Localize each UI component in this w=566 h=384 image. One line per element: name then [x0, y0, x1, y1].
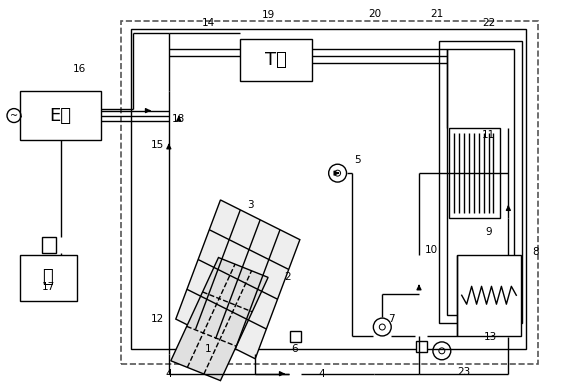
Bar	[241, 39, 312, 81]
Bar	[290, 331, 301, 342]
Text: T控: T控	[265, 51, 287, 69]
Text: 10: 10	[424, 245, 438, 255]
Text: 21: 21	[430, 9, 444, 19]
Text: ~: ~	[10, 111, 18, 121]
Text: 12: 12	[151, 314, 165, 324]
Text: 20: 20	[368, 9, 381, 19]
Polygon shape	[176, 200, 300, 359]
Text: 6: 6	[291, 344, 298, 354]
Text: 15: 15	[151, 140, 165, 151]
Text: 5: 5	[354, 155, 361, 165]
Text: 8: 8	[532, 247, 538, 257]
Text: 4: 4	[165, 369, 172, 379]
Text: 9: 9	[485, 227, 492, 237]
Text: 18: 18	[172, 114, 186, 124]
Text: 16: 16	[73, 64, 86, 74]
Bar	[121, 21, 538, 364]
Text: 23: 23	[457, 367, 470, 377]
Text: 3: 3	[247, 200, 254, 210]
Bar	[20, 255, 76, 301]
Text: 13: 13	[484, 332, 497, 342]
Text: 7: 7	[388, 314, 395, 324]
Text: 1: 1	[205, 344, 212, 354]
Bar	[439, 41, 522, 323]
Text: 蓄: 蓄	[42, 268, 53, 286]
Text: E控: E控	[50, 106, 72, 124]
Bar	[447, 49, 514, 315]
Text: 4: 4	[319, 369, 325, 379]
Text: 17: 17	[42, 282, 55, 292]
Bar	[20, 91, 101, 141]
Polygon shape	[171, 258, 268, 381]
Bar	[449, 129, 500, 218]
Text: 11: 11	[482, 131, 495, 141]
Text: 19: 19	[261, 10, 275, 20]
Text: 2: 2	[285, 272, 291, 282]
Bar	[42, 237, 55, 253]
Bar	[131, 29, 526, 349]
Text: 22: 22	[482, 18, 495, 28]
Bar	[457, 255, 521, 336]
Text: 14: 14	[202, 18, 215, 28]
Bar	[416, 341, 427, 352]
